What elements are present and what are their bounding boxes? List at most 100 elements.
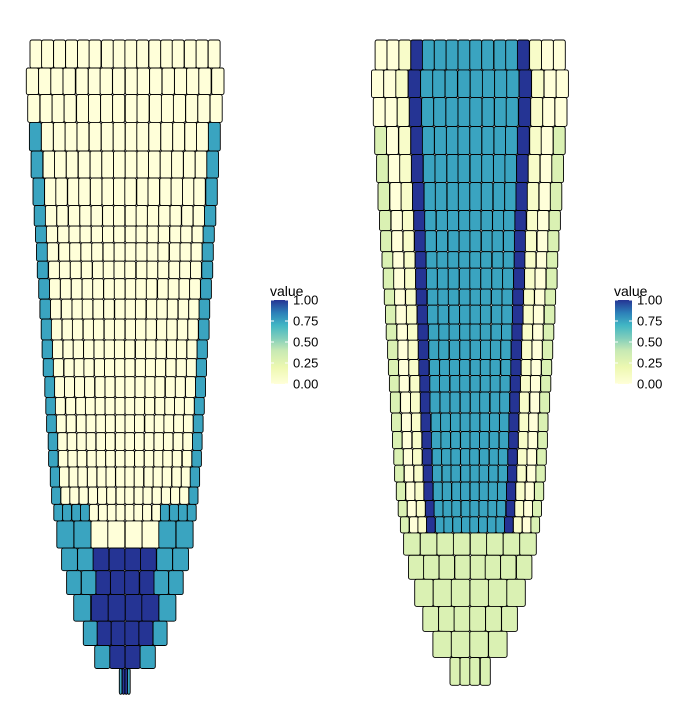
root-cell	[444, 69, 458, 99]
root-cell	[170, 177, 184, 207]
root-cell	[446, 154, 460, 184]
root-cell	[387, 154, 401, 184]
root-cell	[447, 267, 460, 290]
root-cell	[487, 500, 498, 518]
root-cell	[541, 359, 553, 377]
root-cell	[106, 486, 117, 505]
root-cell	[516, 464, 527, 483]
root-cell	[399, 154, 412, 184]
root-cell	[134, 396, 146, 416]
root-cell	[107, 594, 126, 622]
root-cell	[112, 121, 126, 152]
root-cell	[169, 205, 182, 227]
root-cell	[412, 448, 423, 466]
root-cell	[438, 554, 455, 580]
root-cell	[195, 376, 206, 398]
root-cell	[67, 177, 80, 207]
root-cell	[108, 547, 126, 572]
root-cell	[156, 298, 168, 320]
root-cell	[386, 126, 399, 156]
root-cell	[508, 412, 520, 433]
root-cell	[430, 431, 442, 450]
root-cell	[135, 225, 148, 244]
root-cell	[146, 260, 159, 280]
root-cell	[87, 67, 102, 96]
root-cell	[188, 298, 200, 320]
root-cell	[516, 554, 533, 580]
root-cell	[105, 466, 116, 488]
root-cell	[388, 375, 400, 393]
root-cell	[479, 391, 491, 414]
root-cell	[113, 225, 126, 244]
root-cell	[409, 516, 419, 534]
root-cell	[124, 205, 137, 227]
root-cell	[88, 94, 102, 123]
root-cell	[460, 464, 471, 483]
root-cell	[190, 260, 202, 280]
root-cell	[541, 39, 554, 71]
root-cell	[190, 242, 203, 262]
root-cell	[59, 278, 72, 300]
root-cell	[151, 486, 162, 505]
root-cell	[193, 396, 205, 416]
root-cell	[513, 251, 526, 269]
root-cell	[189, 466, 201, 488]
root-cell	[469, 412, 481, 433]
root-cell	[377, 182, 390, 212]
root-cell	[134, 449, 145, 468]
root-cell	[484, 554, 502, 580]
root-cell	[434, 182, 448, 212]
root-cell	[454, 554, 471, 580]
root-cell	[432, 69, 446, 99]
root-cell	[148, 121, 162, 152]
root-cell	[469, 126, 483, 156]
root-cell	[486, 532, 504, 556]
root-cell	[512, 288, 524, 306]
root-cell	[45, 396, 57, 416]
root-cell	[431, 464, 443, 483]
root-cell	[51, 94, 65, 123]
root-cell	[94, 396, 106, 416]
root-cell	[124, 242, 137, 262]
root-cell	[407, 339, 419, 360]
root-cell	[374, 39, 388, 71]
root-cell	[532, 323, 544, 341]
root-cell	[113, 278, 126, 300]
root-cell	[114, 414, 126, 434]
root-cell	[459, 375, 471, 393]
root-cell	[420, 412, 432, 433]
root-cell	[486, 516, 497, 534]
root-cell	[40, 121, 54, 152]
root-cell	[534, 481, 545, 502]
root-cell	[191, 449, 202, 468]
root-cell	[63, 94, 77, 123]
root-cell	[156, 318, 168, 341]
root-cell	[75, 67, 89, 96]
root-cell	[536, 230, 549, 253]
root-cell	[175, 520, 194, 549]
root-cell	[146, 205, 160, 227]
root-cell	[469, 554, 487, 580]
root-cell	[82, 620, 98, 646]
root-cell	[501, 605, 518, 632]
root-cell	[47, 432, 59, 451]
root-cell	[469, 359, 481, 377]
root-cell	[180, 225, 193, 244]
root-cell	[41, 39, 54, 69]
root-cell	[107, 520, 126, 549]
root-cell	[414, 251, 427, 269]
root-cell	[428, 339, 440, 360]
root-cell	[166, 298, 179, 320]
root-cell	[469, 431, 481, 450]
root-cell	[504, 154, 518, 184]
root-cell	[38, 278, 50, 300]
root-cell	[391, 230, 404, 253]
root-cell	[492, 182, 506, 212]
root-cell	[33, 205, 46, 227]
root-cell	[552, 39, 566, 71]
root-cell	[66, 432, 78, 451]
root-cell	[124, 94, 138, 123]
root-cell	[76, 449, 88, 468]
root-cell	[157, 225, 170, 244]
root-cell	[189, 278, 201, 300]
